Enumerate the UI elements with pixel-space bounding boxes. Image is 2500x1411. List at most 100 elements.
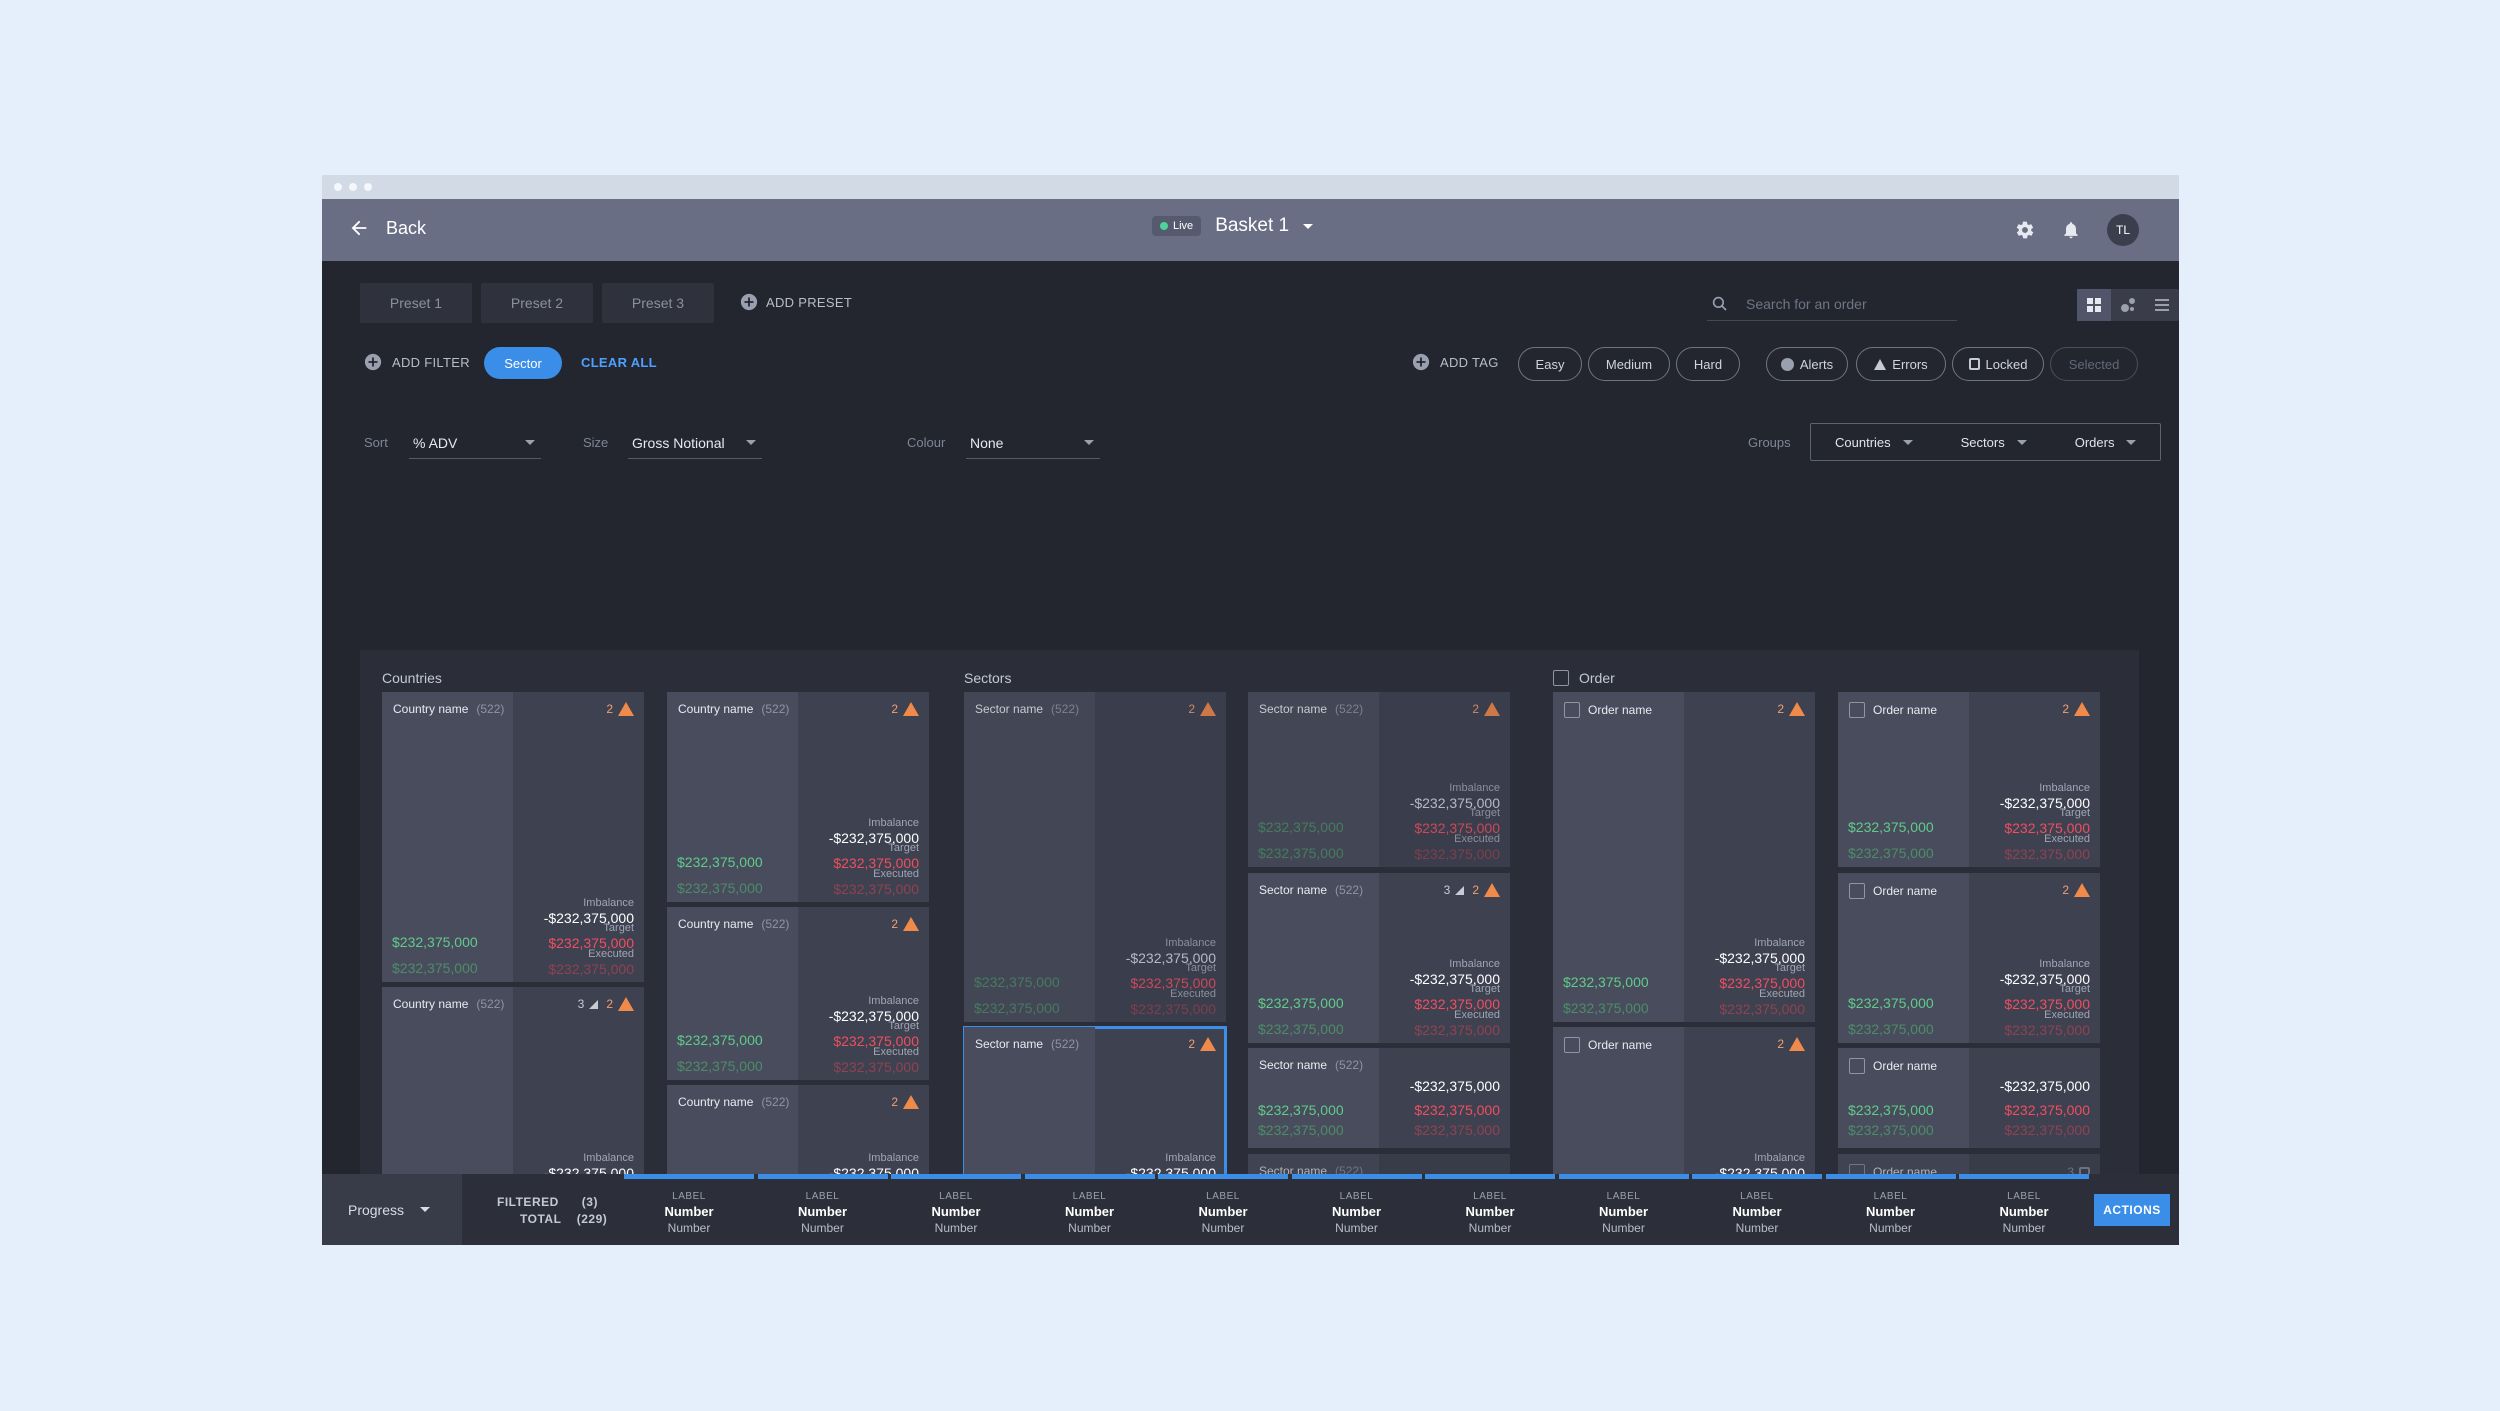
gear-icon[interactable] <box>2015 220 2035 240</box>
list-view-icon[interactable] <box>2145 289 2179 321</box>
country-card[interactable]: Country name (522) 2 Imbalance -$232,375,000… <box>667 692 929 902</box>
signal-icon <box>1455 885 1465 895</box>
order-checkbox[interactable] <box>1849 1058 1865 1074</box>
alert-count: 2 <box>1777 702 1784 716</box>
preset-tab-1[interactable]: Preset 1 <box>360 283 472 323</box>
search-input[interactable]: Search for an order <box>1707 287 1957 321</box>
preset-tab-2[interactable]: Preset 2 <box>481 283 593 323</box>
sector-card[interactable]: Sector name (522) -$232,375,000 $232,375,00… <box>1248 1048 1510 1148</box>
target-label: Target <box>2059 983 2090 995</box>
sector-card[interactable]: Sector name (522) 3 2 Imbalance -$232,375,000… <box>1248 873 1510 1043</box>
back-button[interactable]: Back <box>348 217 426 239</box>
tag-locked[interactable]: Locked <box>1952 347 2044 381</box>
executed-metric: Executed$232,375,000 <box>2004 833 2090 862</box>
card-header: Sector name (522) <box>1259 1058 1363 1072</box>
window-chrome <box>322 175 2179 199</box>
executed-metric: Executed$232,375,000 <box>548 948 634 977</box>
stat-cell: LABEL Number Number <box>1291 1174 1422 1245</box>
group-orders[interactable]: Orders <box>2051 424 2161 460</box>
preset-tab-3[interactable]: Preset 3 <box>602 283 714 323</box>
size-dropdown[interactable]: Gross Notional <box>628 427 762 459</box>
alert-count: 2 <box>1472 883 1479 897</box>
target-value: $232,375,000 <box>2004 1102 2090 1118</box>
chevron-down-icon <box>420 1207 431 1212</box>
warning-icon <box>903 702 919 716</box>
footer-bar: Progress FILTERED (3) TOTAL (229) LABEL N… <box>322 1174 2179 1245</box>
stat-label: LABEL <box>2007 1191 2041 1202</box>
executed-value: $232,375,000 <box>548 961 634 977</box>
stat-number: Number <box>1865 1204 1916 1219</box>
select-all-checkbox[interactable] <box>1553 670 1569 686</box>
stat-sub: Number <box>2002 1221 2046 1235</box>
order-card[interactable]: Order name -$232,375,000 $232,375,000 $232,… <box>1838 1048 2100 1148</box>
executed-green-value: $232,375,000 <box>1258 1122 1344 1138</box>
executed-label: Executed <box>2044 833 2090 845</box>
alert-count: 2 <box>2062 883 2069 897</box>
target-metric: Target$232,375,000 <box>548 922 634 951</box>
add-preset-label: ADD PRESET <box>766 294 853 310</box>
warning-icon <box>618 702 634 716</box>
group-sectors-label: Sectors <box>1960 434 2005 450</box>
tag-alerts[interactable]: Alerts <box>1766 347 1848 381</box>
add-preset-button[interactable]: ADD PRESET <box>740 293 852 311</box>
executed-label: Executed <box>873 1046 919 1058</box>
stat-cell: LABEL Number Number <box>757 1174 888 1245</box>
country-card[interactable]: Country name (522) 2 Imbalance -$232,375,000… <box>667 907 929 1080</box>
avatar[interactable]: TL <box>2107 214 2139 246</box>
order-checkbox[interactable] <box>1849 702 1865 718</box>
tag-selected[interactable]: Selected <box>2050 347 2138 381</box>
card-left-region <box>1838 873 1969 1043</box>
clear-all-button[interactable]: CLEAR ALL <box>581 355 657 370</box>
treemap-panel: Countries Sectors Order Country name (522… <box>360 650 2139 1245</box>
executed-metric: Executed$232,375,000 <box>1719 988 1805 1017</box>
tag-hard[interactable]: Hard <box>1676 347 1740 381</box>
order-checkbox[interactable] <box>1564 1037 1580 1053</box>
target-value: $232,375,000 <box>833 1033 919 1049</box>
stat-label: LABEL <box>939 1191 973 1202</box>
stat-sub: Number <box>1869 1221 1912 1235</box>
order-checkbox[interactable] <box>1564 702 1580 718</box>
sort-value: % ADV <box>413 434 458 451</box>
actions-button[interactable]: ACTIONS <box>2094 1194 2170 1226</box>
green-value: $232,375,000 <box>677 854 763 870</box>
stat-number: Number <box>1999 1204 2049 1219</box>
groups-breadcrumb: Countries Sectors Orders <box>1810 423 2162 461</box>
card-left-region <box>1248 692 1379 867</box>
sort-dropdown[interactable]: % ADV <box>409 427 541 459</box>
grid-view-icon[interactable] <box>2077 289 2111 321</box>
stat-number: Number <box>931 1204 981 1219</box>
filter-chip-sector[interactable]: Sector <box>484 347 562 379</box>
executed-value: $232,375,000 <box>1719 1001 1805 1017</box>
colour-dropdown[interactable]: None <box>966 427 1100 459</box>
card-left-region <box>667 907 798 1080</box>
stat-sub: Number <box>934 1221 978 1235</box>
add-tag-button[interactable]: ADD TAG <box>1412 353 1499 371</box>
order-heading: Order <box>1553 670 1615 686</box>
group-countries[interactable]: Countries <box>1811 424 1937 460</box>
sector-name-label: Sector name <box>975 1037 1044 1051</box>
tag-medium[interactable]: Medium <box>1588 347 1670 381</box>
size-label: Size <box>583 435 609 450</box>
target-label: Target <box>2059 807 2090 819</box>
card-left-region <box>1248 873 1379 1043</box>
tag-errors[interactable]: Errors <box>1856 347 1946 381</box>
progress-dropdown[interactable]: Progress <box>322 1174 462 1245</box>
target-metric: Target$232,375,000 <box>2004 807 2090 836</box>
tag-alerts-label: Alerts <box>1799 356 1834 372</box>
bubble-view-icon[interactable] <box>2111 289 2145 321</box>
add-filter-button[interactable]: ADD FILTER <box>364 353 470 371</box>
group-sectors[interactable]: Sectors <box>1937 424 2051 460</box>
executed-value: $232,375,000 <box>1414 1022 1500 1038</box>
tag-easy[interactable]: Easy <box>1518 347 1582 381</box>
plus-circle-icon <box>364 353 382 371</box>
basket-selector[interactable]: Live Basket 1 <box>1152 215 1319 237</box>
item-count: (522) <box>1335 883 1364 897</box>
bell-icon[interactable] <box>2061 220 2081 240</box>
order-checkbox[interactable] <box>1849 883 1865 899</box>
country-card[interactable]: Country name (522) 2 Imbalance -$232,375,000… <box>382 692 644 982</box>
